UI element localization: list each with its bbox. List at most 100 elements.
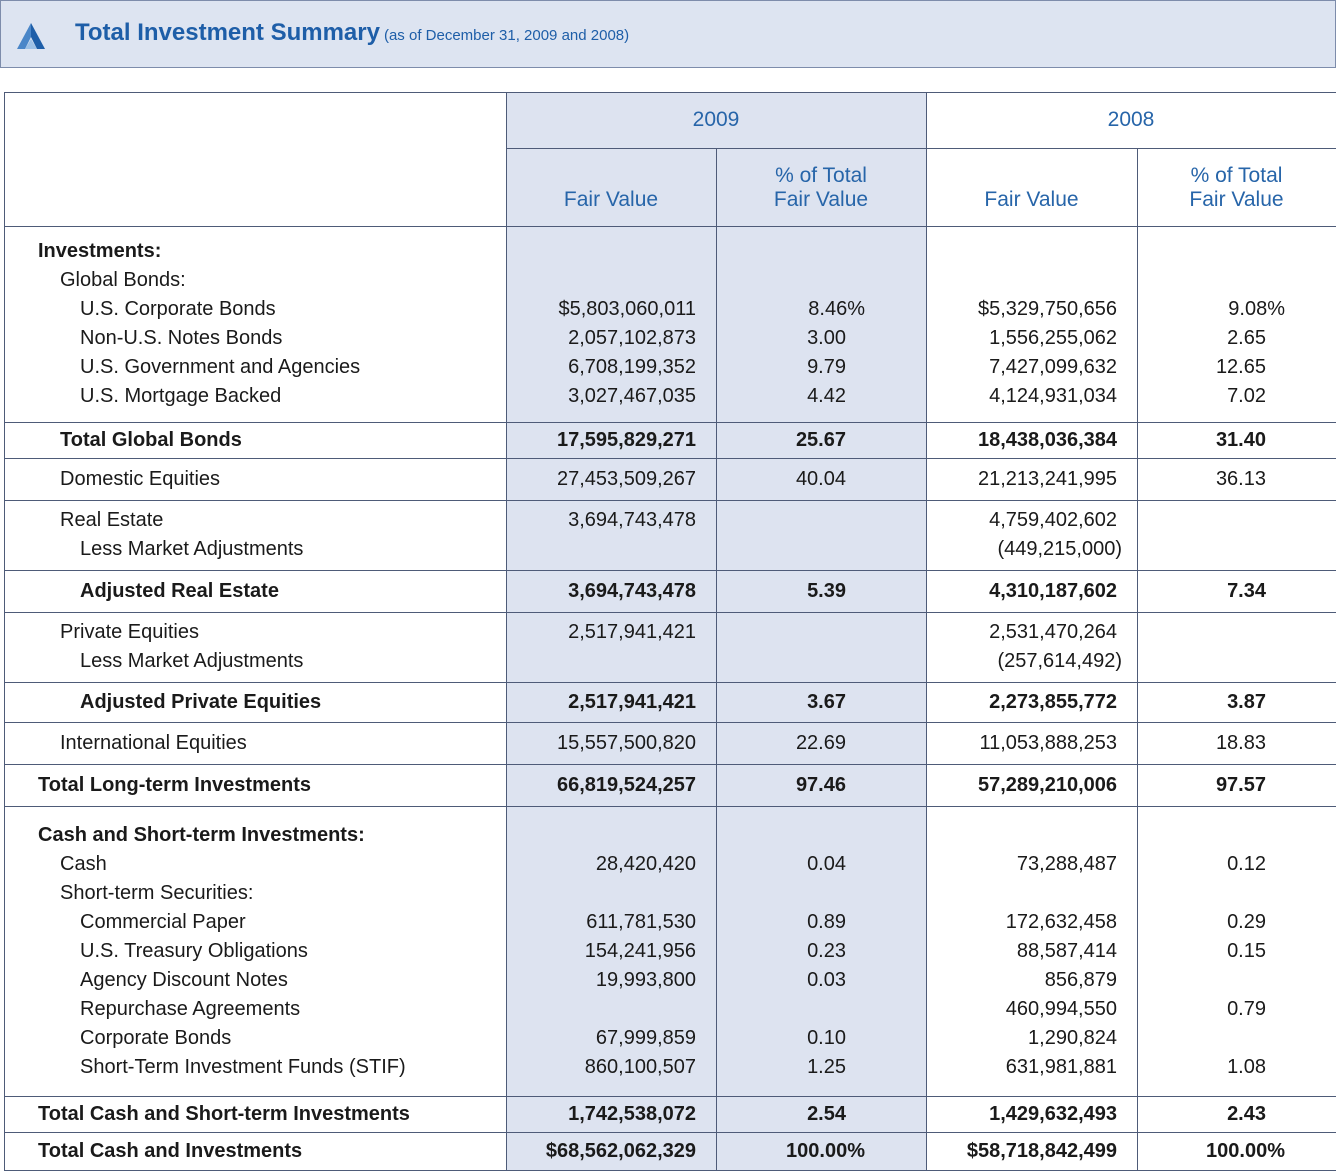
fair-value: $5,803,060,011	[558, 298, 696, 320]
fair-value: 2,517,941,421	[568, 621, 696, 643]
row-divider	[4, 570, 1336, 571]
fair-value: $5,329,750,656	[977, 298, 1117, 320]
fair-value: 1,556,255,062	[989, 327, 1117, 349]
percent-value: 8.46%	[808, 298, 865, 320]
row-label: Commercial Paper	[80, 910, 246, 933]
percent-value: 0.10	[807, 1026, 846, 1049]
percent-value: 97.46	[795, 773, 846, 796]
row-label: U.S. Corporate Bonds	[80, 298, 276, 320]
column-header: % of Total Fair Value	[1137, 148, 1336, 226]
header-bar: Total Investment Summary (as of December …	[0, 0, 1336, 68]
column-divider	[1137, 148, 1138, 1170]
row-label: Repurchase Agreements	[80, 997, 301, 1020]
fair-value: 11,053,888,253	[979, 731, 1117, 754]
fair-value: 460,994,550	[1005, 997, 1117, 1020]
row-label: Short-Term Investment Funds (STIF)	[80, 1055, 406, 1078]
fair-value: 73,288,487	[1016, 852, 1117, 875]
percent-value: 0.12	[1227, 852, 1266, 875]
row-label: Adjusted Real Estate	[80, 579, 279, 602]
fair-value: 2,273,855,772	[989, 690, 1117, 713]
percent-value: 12.65	[1215, 356, 1266, 378]
row-divider	[4, 806, 1336, 807]
fair-value: 4,310,187,602	[989, 579, 1117, 602]
row-divider	[4, 458, 1336, 459]
percent-value: 100.00%	[1206, 1139, 1285, 1162]
row-label: Real Estate	[60, 509, 164, 531]
fair-value: 1,742,538,072	[568, 1102, 696, 1125]
row-divider	[4, 612, 1336, 613]
fair-value: 3,027,467,035	[568, 385, 696, 407]
percent-value: 18.83	[1215, 731, 1266, 754]
percent-value: 9.08%	[1228, 298, 1285, 320]
fair-value: 67,999,859	[595, 1026, 696, 1049]
row-label: Less Market Adjustments	[80, 538, 304, 560]
fair-value: 2,057,102,873	[568, 327, 696, 349]
column-divider	[506, 92, 507, 1170]
percent-value: 3.67	[807, 690, 846, 713]
percent-value: 1.08	[1227, 1055, 1266, 1078]
row-divider	[4, 500, 1336, 501]
column-header-text: Fair Value	[984, 188, 1079, 211]
fair-value: 4,759,402,602	[989, 509, 1117, 531]
percent-value: 0.15	[1227, 939, 1266, 962]
title: Total Investment Summary	[75, 19, 380, 46]
percent-value: 2.65	[1227, 327, 1266, 349]
percent-value: 0.89	[807, 910, 846, 933]
column-header-text: Fair Value	[563, 188, 659, 211]
fair-value: 631,981,881	[1005, 1055, 1117, 1078]
percent-value: 97.57	[1215, 773, 1266, 796]
fair-value: 172,632,458	[1005, 910, 1117, 933]
percent-value: 2.43	[1227, 1102, 1266, 1125]
row-label: International Equities	[60, 731, 247, 754]
percent-value: 36.13	[1215, 467, 1266, 490]
percent-value: 7.34	[1227, 579, 1266, 602]
row-label: Global Bonds:	[60, 269, 186, 291]
fair-value: 2,517,941,421	[568, 690, 696, 713]
percent-value: 40.04	[795, 467, 846, 490]
fair-value: 18,438,036,384	[977, 428, 1117, 451]
row-label: Less Market Adjustments	[80, 650, 304, 672]
fair-value: 57,289,210,006	[977, 773, 1117, 796]
row-label: Short-term Securities:	[60, 881, 254, 904]
row-label: Total Cash and Short-term Investments	[38, 1102, 410, 1125]
percent-value: 0.29	[1227, 910, 1266, 933]
row-label: Corporate Bonds	[80, 1026, 232, 1049]
column-header: % of Total Fair Value	[716, 148, 926, 226]
row-label: Total Long-term Investments	[38, 773, 311, 796]
percent-value: 22.69	[795, 731, 846, 754]
percent-value: 0.03	[807, 968, 846, 991]
column-header-text: % of Total Fair Value	[773, 164, 869, 211]
fair-value: 4,124,931,034	[989, 385, 1117, 407]
percent-value: 0.23	[807, 939, 846, 962]
year-header: 2008	[1107, 108, 1155, 131]
header-divider	[506, 148, 1336, 149]
fair-value: 66,819,524,257	[556, 773, 696, 796]
fair-value: $58,718,842,499	[966, 1139, 1117, 1162]
percent-value: 3.87	[1227, 690, 1266, 713]
row-divider	[4, 722, 1336, 723]
row-label: U.S. Treasury Obligations	[80, 939, 308, 962]
row-label: Domestic Equities	[60, 467, 221, 490]
fair-value: 88,587,414	[1016, 939, 1117, 962]
fair-value: 3,694,743,478	[568, 509, 696, 531]
column-header: Fair Value	[926, 148, 1137, 226]
row-label: Adjusted Private Equities	[80, 690, 322, 713]
row-label: Investments:	[38, 240, 162, 262]
row-label: Private Equities	[60, 621, 199, 643]
fair-value: 1,290,824	[1028, 1026, 1117, 1049]
percent-value: 3.00	[807, 327, 846, 349]
percent-value: 1.25	[807, 1055, 846, 1078]
fair-value: 19,993,800	[595, 968, 696, 991]
row-label: Agency Discount Notes	[80, 968, 288, 991]
table-left-border	[4, 92, 5, 1170]
fair-value: (449,215,000)	[997, 538, 1122, 560]
row-label: Total Global Bonds	[60, 428, 242, 451]
row-divider	[4, 764, 1336, 765]
percent-value: 5.39	[807, 579, 846, 602]
percent-value: 9.79	[807, 356, 846, 378]
percent-value: 0.04	[807, 852, 846, 875]
year-header: 2009	[692, 108, 740, 131]
column-divider	[716, 148, 717, 1170]
fair-value: (257,614,492)	[997, 650, 1122, 672]
